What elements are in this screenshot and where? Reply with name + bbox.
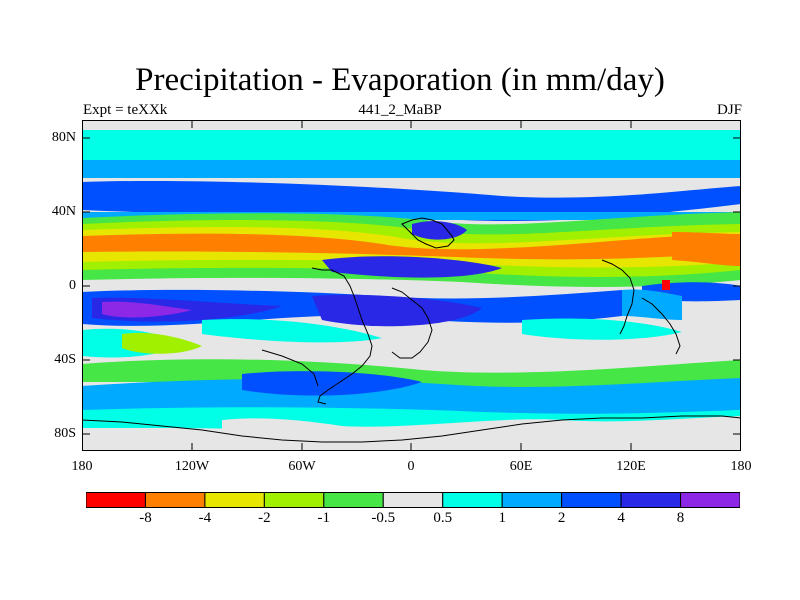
colorbar-box xyxy=(620,492,682,508)
lat-label-80n: 80N xyxy=(51,130,76,145)
colorbar-label: 4 xyxy=(617,510,625,526)
colorbar-box xyxy=(680,492,740,508)
lon-label-120e: 120E xyxy=(616,459,646,474)
lat-label-0: 0 xyxy=(69,278,76,293)
colorbar xyxy=(86,492,740,508)
colorbar-box xyxy=(382,492,444,508)
colorbar-box xyxy=(144,492,206,508)
colorbar-label: 2 xyxy=(557,510,566,526)
lon-label-180w: 180 xyxy=(71,459,93,474)
lat-label-80s: 80S xyxy=(54,426,76,441)
map-title: Precipitation - Evaporation (in mm/day) xyxy=(135,62,665,98)
time-label: 441_2_MaBP xyxy=(358,102,442,118)
lat-label-40s: 40S xyxy=(54,352,76,367)
colorbar-box xyxy=(561,492,622,508)
lon-label-180e: 180 xyxy=(730,459,752,474)
colorbar-label: -2 xyxy=(258,510,271,526)
colorbar-box xyxy=(86,492,146,508)
lat-label-40n: 40N xyxy=(51,204,76,219)
colorbar-label: -1 xyxy=(317,510,331,526)
colorbar-box xyxy=(501,492,563,508)
lon-label-120w: 120W xyxy=(174,459,210,474)
map-plot-area xyxy=(82,120,741,451)
colorbar-box xyxy=(442,492,503,508)
colorbar-label: -0.5 xyxy=(371,510,396,526)
precip-evap-map xyxy=(82,120,741,451)
experiment-label: Expt = teXXk xyxy=(83,102,168,118)
colorbar-box xyxy=(204,492,265,508)
colorbar-box xyxy=(263,492,325,508)
lon-label-60e: 60E xyxy=(509,459,533,474)
colorbar-label: 1 xyxy=(498,510,506,526)
colorbar-label: 8 xyxy=(676,510,685,526)
colorbar-label: -4 xyxy=(198,510,212,526)
colorbar-label: 0.5 xyxy=(433,510,453,526)
colorbar-label: -8 xyxy=(139,510,152,526)
lon-label-0: 0 xyxy=(407,459,415,474)
lon-label-60w: 60W xyxy=(288,459,316,474)
colorbar-box xyxy=(323,492,384,508)
season-label: DJF xyxy=(716,102,742,118)
